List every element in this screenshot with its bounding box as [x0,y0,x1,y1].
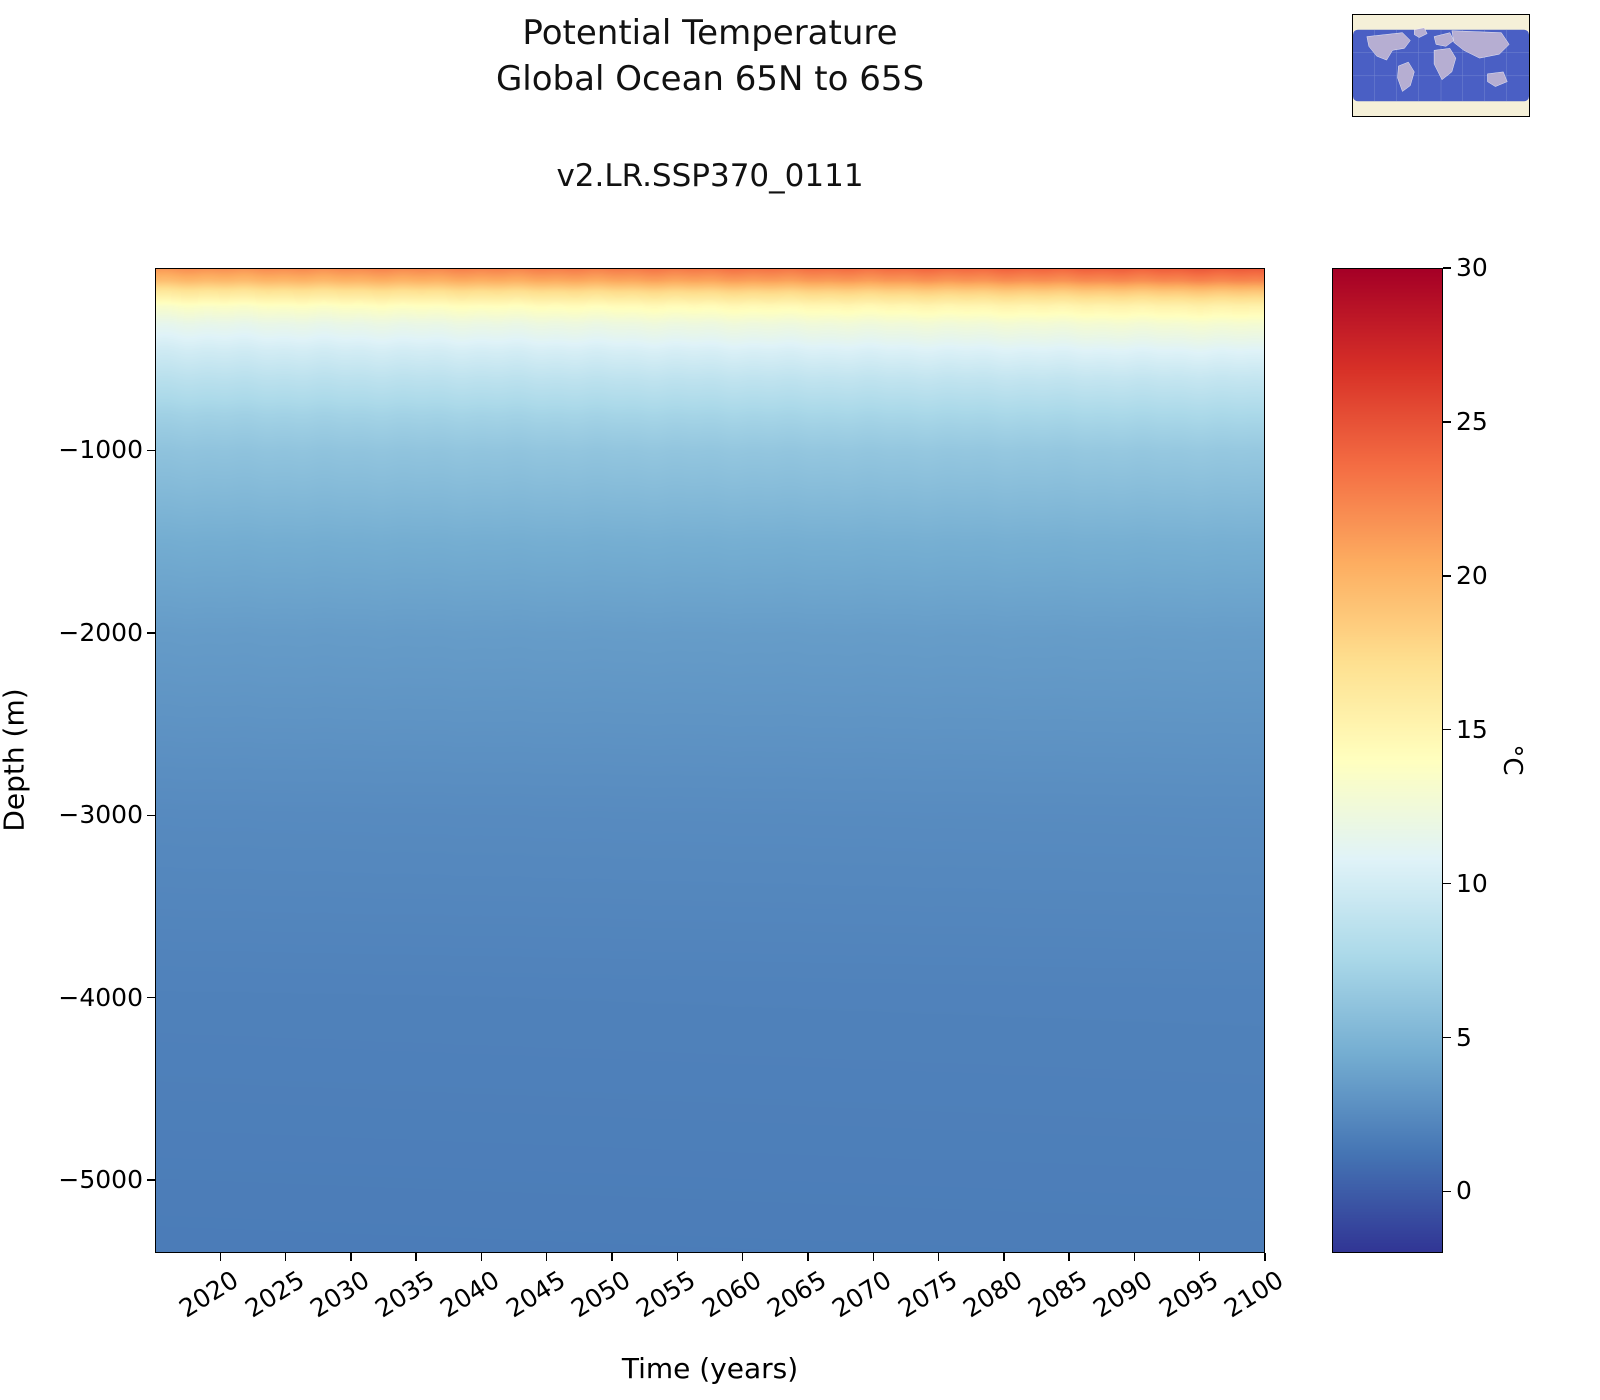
x-tick-label: 2040 [435,1265,505,1324]
colorbar-tick-label: 25 [1456,406,1488,436]
colorbar-label: °C [1497,744,1527,776]
x-tick-mark [546,1253,548,1261]
x-tick-mark [480,1253,483,1261]
x-tick-label: 2035 [370,1265,440,1324]
x-tick-mark [1003,1253,1005,1261]
y-tick-label: −5000 [58,1165,143,1195]
colorbar-tick-label: 5 [1456,1022,1472,1052]
x-axis-label: Time (years) [621,1352,799,1385]
x-tick-mark [872,1253,874,1261]
colorbar [1332,268,1443,1253]
x-tick-mark [741,1253,744,1261]
x-tick-label: 2060 [696,1265,767,1324]
y-tick-mark [147,996,155,999]
land-africa [1433,48,1457,81]
x-tick-label: 2030 [304,1265,375,1324]
colorbar-tick-mark [1443,729,1451,731]
x-tick-mark [415,1253,417,1261]
x-tick-label: 2020 [174,1265,244,1324]
x-tick-mark [807,1253,809,1261]
x-tick-label: 2065 [761,1265,832,1324]
colorbar-tick-label: 20 [1456,560,1488,590]
map-landmasses [1366,27,1510,92]
chart-title-line1: Potential Temperature [522,13,898,53]
colorbar-tick-mark [1443,267,1451,269]
x-tick-label: 2085 [1023,1265,1093,1324]
y-tick-label: −4000 [58,982,143,1012]
x-tick-mark [676,1253,679,1261]
x-tick-label: 2080 [957,1265,1028,1324]
chart-title-line2: Global Ocean 65N to 65S [495,59,925,99]
x-tick-mark [219,1253,221,1261]
x-tick-mark [284,1253,287,1261]
x-tick-label: 2050 [566,1265,636,1324]
x-tick-label: 2100 [1219,1265,1289,1324]
colorbar-tick-mark [1443,1036,1451,1039]
x-tick-label: 2075 [892,1265,962,1324]
y-tick-label: −1000 [58,435,143,465]
heatmap-plot [155,268,1265,1253]
land-greenland [1414,27,1428,38]
colorbar-tick-mark [1443,882,1451,885]
x-tick-mark [1068,1253,1070,1261]
y-tick-mark [147,632,155,634]
land-south-america [1397,61,1415,92]
y-tick-label: −3000 [58,800,143,830]
y-tick-mark [147,814,155,816]
colorbar-tick-label: 10 [1456,868,1488,898]
colorbar-tick-label: 0 [1456,1176,1472,1206]
land-asia [1451,30,1510,59]
x-tick-label: 2090 [1088,1265,1158,1324]
x-tick-label: 2045 [500,1265,571,1324]
y-tick-mark [147,1179,155,1181]
colorbar-tick-label: 30 [1456,253,1488,282]
x-tick-mark [1199,1253,1201,1261]
x-tick-label: 2070 [827,1265,897,1324]
chart-subtitle: v2.LR.SSP370_0111 [556,158,864,194]
x-tick-mark [1133,1253,1136,1261]
colorbar-tick-mark [1443,575,1451,577]
land-australia [1487,71,1508,87]
land-north-america [1366,32,1411,61]
colorbar-tick-label: 15 [1456,714,1488,744]
x-tick-label: 2025 [239,1265,309,1324]
x-tick-mark [350,1253,352,1261]
land-europe [1433,32,1455,47]
x-tick-label: 2055 [631,1265,701,1324]
y-tick-label: −2000 [58,617,143,647]
x-tick-mark [1264,1253,1266,1261]
world-map-svg [1353,15,1529,116]
x-tick-mark [611,1253,613,1261]
x-tick-label: 2095 [1153,1265,1224,1324]
x-tick-mark [937,1253,940,1261]
colorbar-tick-mark [1443,1190,1451,1193]
chart-title: Potential Temperature Global Ocean 65N t… [155,10,1265,102]
colorbar-tick-mark [1443,421,1451,423]
world-map-inset [1352,14,1530,117]
y-tick-mark [147,449,155,452]
